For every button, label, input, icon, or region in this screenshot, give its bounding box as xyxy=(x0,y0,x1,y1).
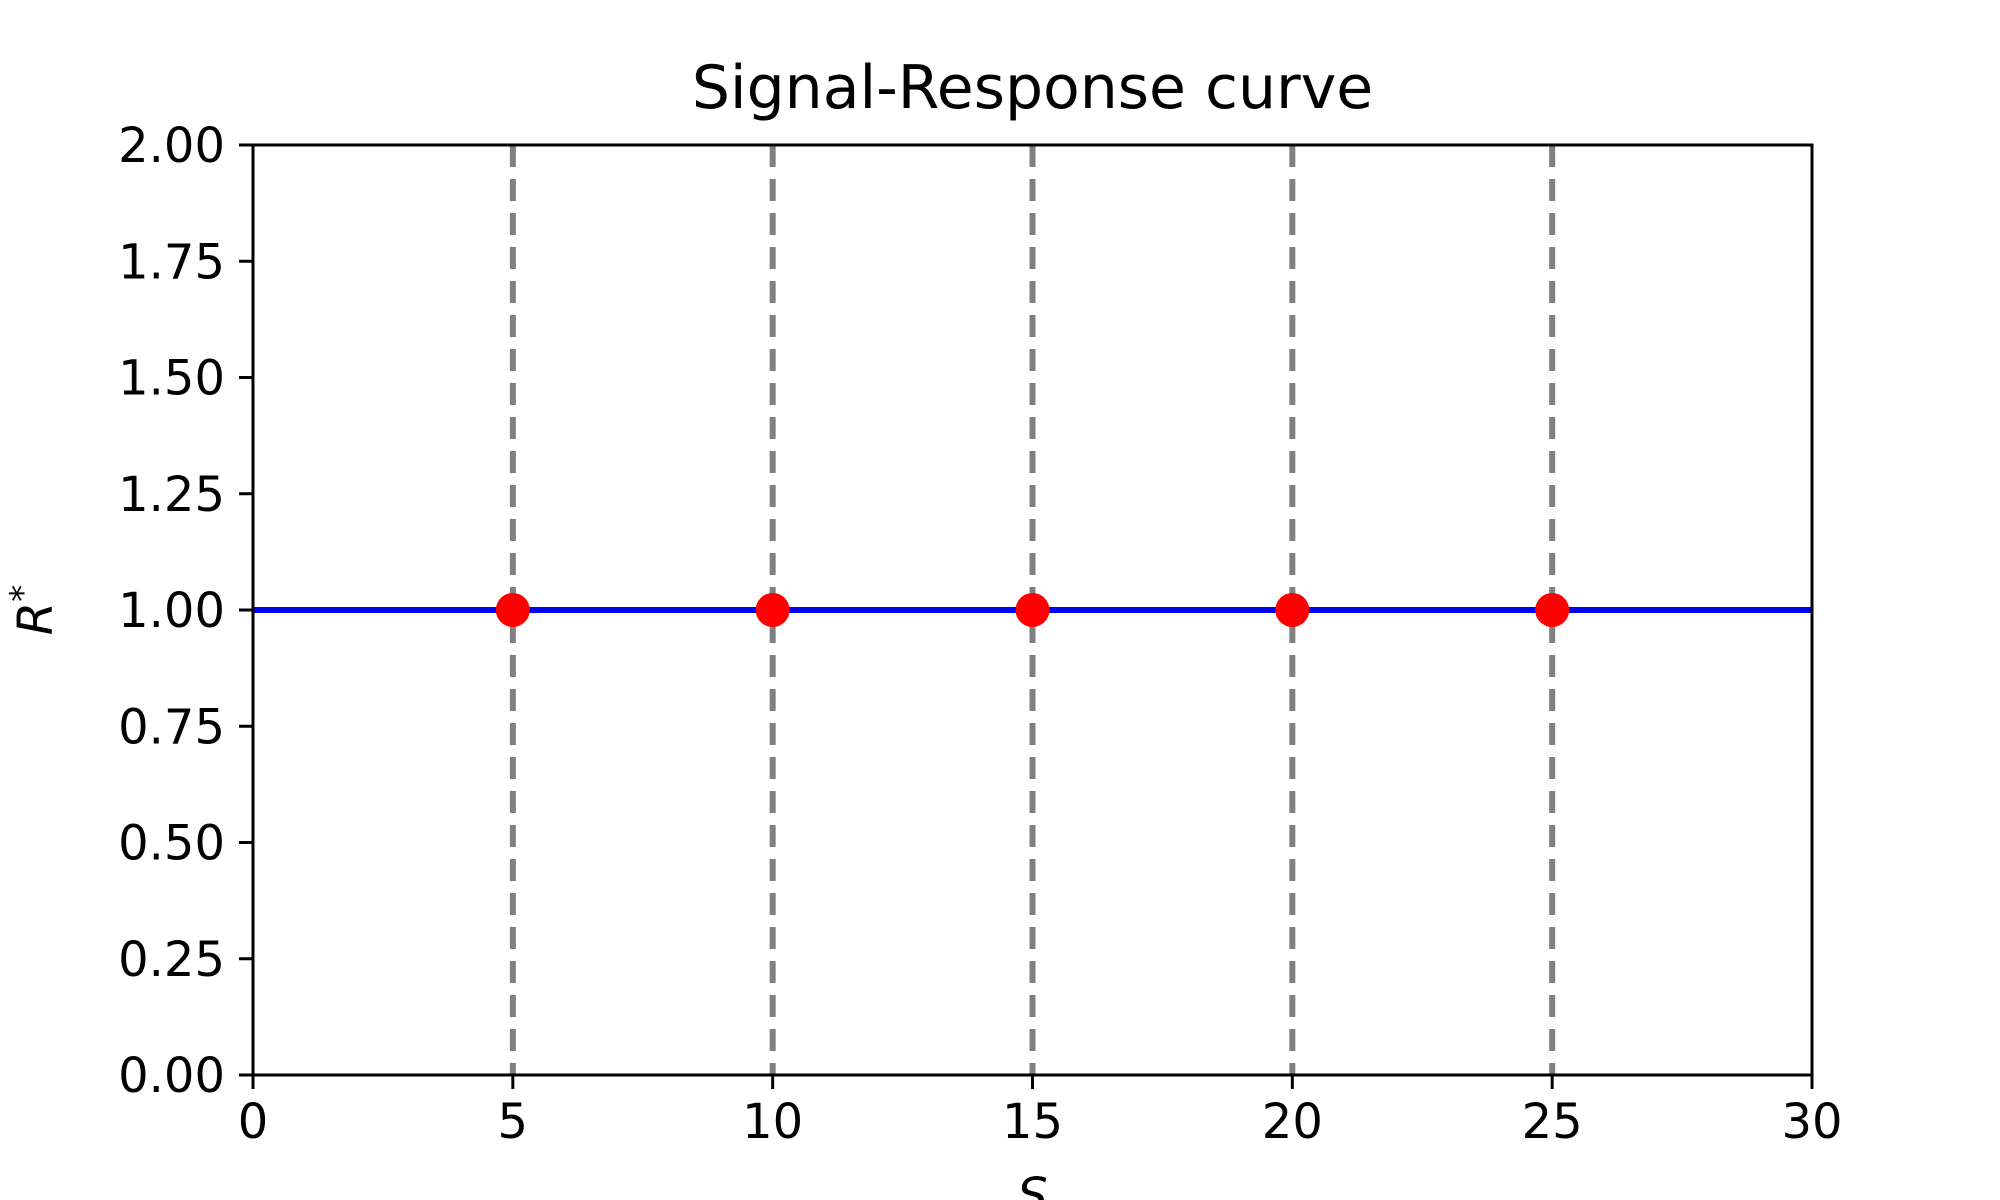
y-tick-label-6: 1.50 xyxy=(118,351,225,407)
x-tick-label-5: 25 xyxy=(1522,1094,1583,1150)
x-tick-label-3: 15 xyxy=(1002,1094,1063,1150)
y-tick-label-3: 0.75 xyxy=(118,699,225,755)
data-point-3 xyxy=(1275,593,1310,627)
y-tick-label-7: 1.75 xyxy=(118,234,225,290)
x-axis-label: S xyxy=(1017,1168,1047,1200)
x-tick-label-0: 0 xyxy=(238,1094,269,1150)
y-axis-label: R* xyxy=(3,585,64,635)
x-tick-label-2: 10 xyxy=(742,1094,803,1150)
x-tick-label-6: 30 xyxy=(1781,1094,1842,1150)
data-point-1 xyxy=(755,593,790,627)
x-tick-label-4: 20 xyxy=(1262,1094,1323,1150)
data-point-0 xyxy=(495,593,530,627)
x-tick-label-1: 5 xyxy=(498,1094,529,1150)
y-tick-label-1: 0.25 xyxy=(118,932,225,988)
y-axis-label-superscript: * xyxy=(3,585,43,602)
y-tick-label-4: 1.00 xyxy=(118,583,225,639)
y-tick-label-0: 0.00 xyxy=(118,1048,225,1104)
y-tick-label-2: 0.50 xyxy=(118,816,225,872)
y-tick-label-5: 1.25 xyxy=(118,467,225,523)
data-point-2 xyxy=(1015,593,1050,627)
data-points xyxy=(495,593,1570,627)
y-axis-label-main: R xyxy=(8,602,64,635)
data-point-4 xyxy=(1535,593,1570,627)
vertical-reference-lines xyxy=(509,145,1556,1075)
y-tick-label-8: 2.00 xyxy=(118,118,225,174)
x-axis-ticks: 0 5 10 15 20 25 30 xyxy=(238,1075,1843,1150)
chart-title: Signal-Response curve xyxy=(692,53,1373,123)
y-axis-ticks: 0.00 0.25 0.50 0.75 1.00 1.25 1.50 1.75 2.00 xyxy=(118,118,253,1104)
